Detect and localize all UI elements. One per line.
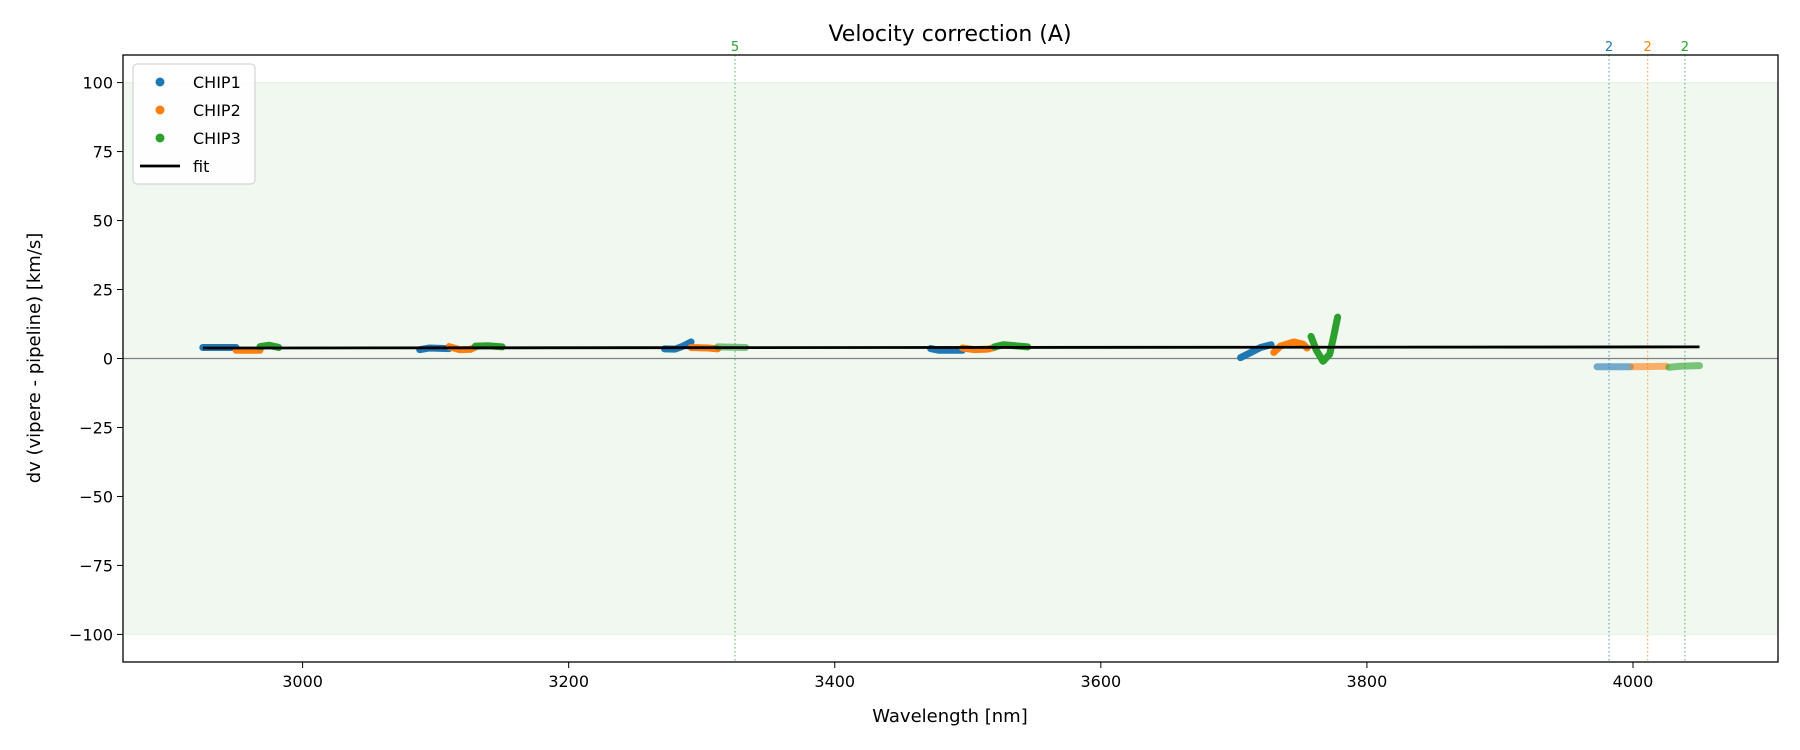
legend-marker-chip2 bbox=[155, 105, 165, 115]
x-axis-label: Wavelength [nm] bbox=[872, 706, 1028, 727]
y-tick-label: 25 bbox=[93, 281, 113, 300]
y-tick-label: 100 bbox=[82, 74, 113, 93]
legend-marker-chip1 bbox=[155, 77, 165, 87]
y-tick-label: −25 bbox=[79, 418, 113, 437]
y-tick-label: 50 bbox=[93, 212, 113, 231]
legend: CHIP1 CHIP2 CHIP3 fit bbox=[132, 63, 256, 185]
x-tick-label: 3000 bbox=[282, 672, 323, 691]
marker-label: 2 bbox=[1605, 40, 1613, 55]
x-tick-label: 3600 bbox=[1080, 672, 1121, 691]
legend-marker-chip3 bbox=[155, 133, 165, 143]
marker-label: 2 bbox=[1681, 40, 1689, 55]
legend-label: CHIP1 bbox=[193, 73, 241, 92]
x-tick-label: 3400 bbox=[814, 672, 855, 691]
x-tick-label: 4000 bbox=[1613, 672, 1654, 691]
series-chip1-segment bbox=[927, 345, 966, 354]
legend-label: CHIP2 bbox=[193, 101, 241, 120]
plot-area: 5 2 2 2 3000 3200 3400 3600 3800 4000 −100 −75 −50 −2… bbox=[69, 40, 1779, 691]
x-tick-label: 3800 bbox=[1347, 672, 1388, 691]
y-tick-label: −50 bbox=[79, 487, 113, 506]
series-chip3-segment bbox=[1665, 362, 1704, 371]
fit-line bbox=[202, 345, 1700, 350]
y-axis-label: dv (vipere - pipeline) [km/s] bbox=[24, 233, 45, 484]
series-chip2-segment bbox=[1629, 362, 1670, 371]
y-tick-label: 0 bbox=[103, 350, 113, 369]
legend-label: CHIP3 bbox=[193, 129, 241, 148]
legend-label: fit bbox=[193, 157, 209, 176]
marker-label: 5 bbox=[731, 40, 739, 55]
y-tick-label: −75 bbox=[79, 556, 113, 575]
y-tick-label: −100 bbox=[69, 625, 113, 644]
marker-label: 2 bbox=[1643, 40, 1651, 55]
legend-box bbox=[132, 63, 256, 185]
x-tick-label: 3200 bbox=[548, 672, 589, 691]
chart-title: Velocity correction (A) bbox=[828, 22, 1071, 47]
y-tick-label: 75 bbox=[93, 143, 113, 162]
